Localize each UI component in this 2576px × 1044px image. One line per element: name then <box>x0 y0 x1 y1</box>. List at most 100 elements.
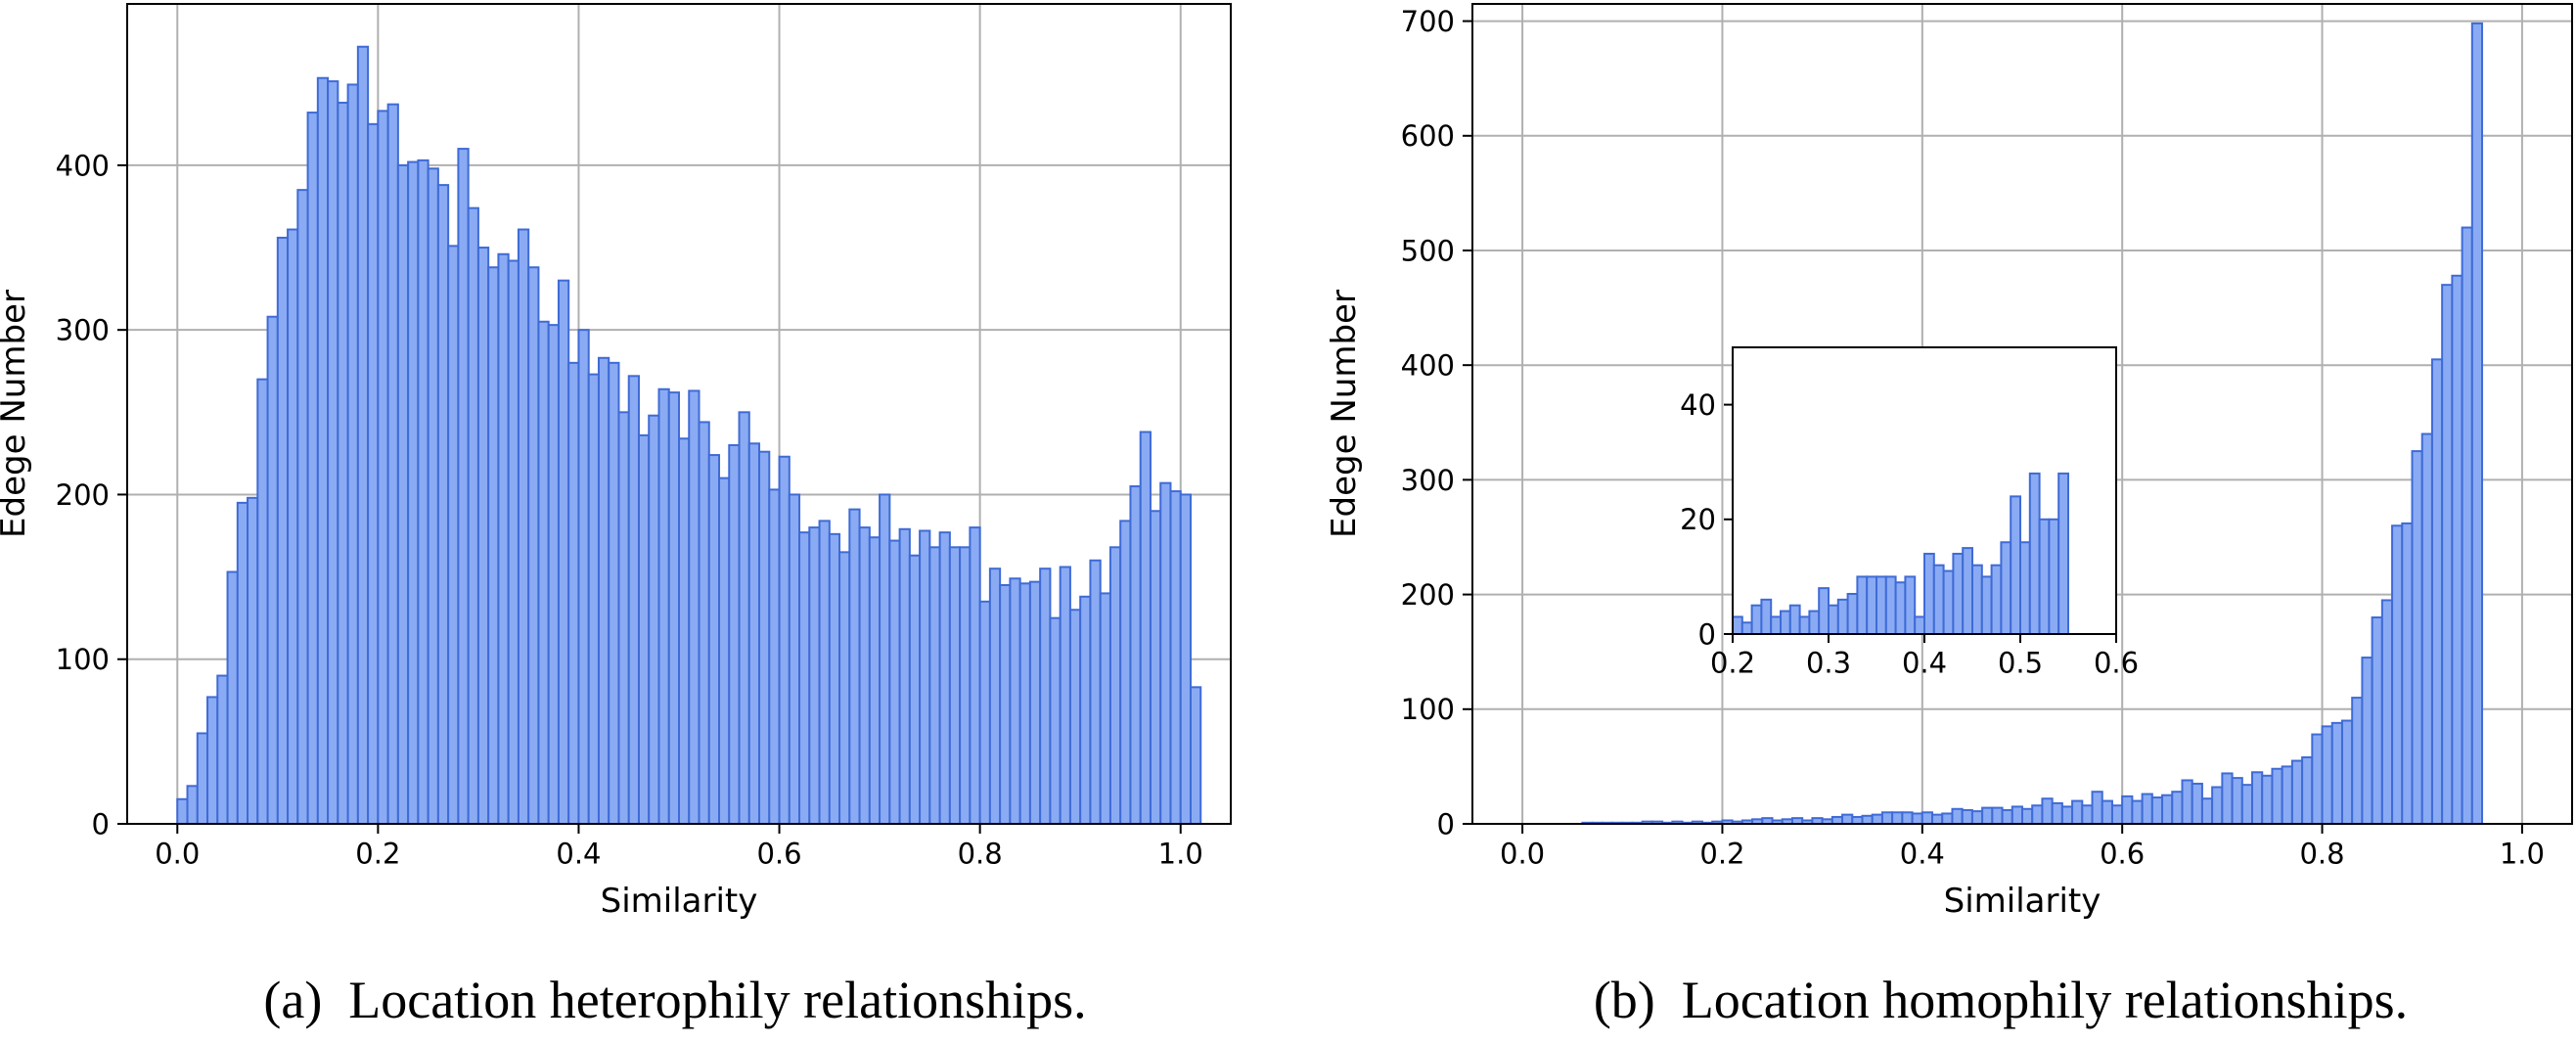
a-bar <box>597 356 610 825</box>
a-bar <box>919 529 931 825</box>
b-bar <box>2321 725 2333 825</box>
a-bar <box>1018 582 1031 825</box>
a-bar <box>356 45 370 826</box>
a-bar <box>377 110 389 826</box>
inset-bar <box>2028 472 2041 636</box>
inset-bar <box>1808 610 1821 635</box>
b-bar <box>2441 284 2454 825</box>
a-bar <box>396 163 410 825</box>
b-bar <box>2451 274 2463 825</box>
inset-bar <box>1770 615 1782 635</box>
b-bar <box>2430 358 2444 825</box>
a-x-tick-label: 0.6 <box>756 837 801 870</box>
b-bar <box>2391 524 2404 825</box>
inset-x-tick-label: 0.5 <box>1998 646 2043 679</box>
b-bar <box>1830 815 1844 826</box>
inset-bar <box>1828 604 1839 636</box>
inset-bar <box>2057 472 2069 636</box>
b-bar <box>1970 810 1984 825</box>
a-bar <box>1049 616 1062 825</box>
a-bar <box>928 546 941 825</box>
a-bar <box>247 496 259 825</box>
a-bar <box>648 414 660 825</box>
a-x-tick-label: 0.0 <box>155 837 200 870</box>
b-bar <box>2181 779 2193 826</box>
a-bar <box>476 247 490 825</box>
a-bar <box>778 455 791 825</box>
b-bar <box>1901 811 1914 826</box>
inset-bar <box>1856 575 1869 636</box>
b-bar <box>2011 805 2023 825</box>
a-bar <box>868 536 881 825</box>
b-bar <box>2051 801 2063 826</box>
b-bar <box>1921 811 1934 826</box>
histogram-a: 0.0 0.2 0.4 0.6 0.8 1.0 0 100 200 300 400 Similarit… <box>0 3 1232 921</box>
a-bar <box>888 539 901 825</box>
b-y-tick-label: 100 <box>1401 693 1455 726</box>
b-bar <box>2031 804 2044 826</box>
a-bar <box>296 189 309 825</box>
b-bar <box>1941 812 1954 825</box>
b-bar <box>1911 812 1923 825</box>
inset-bar <box>2019 541 2031 635</box>
a-y-axis-label: Edege Number <box>0 290 33 538</box>
inset-bar <box>1980 575 1993 636</box>
b-bar <box>2271 767 2283 826</box>
b-bar <box>1851 815 1864 826</box>
inset-bar <box>1971 564 1983 635</box>
a-bar <box>226 570 239 825</box>
a-bar <box>327 80 339 825</box>
b-bar <box>2380 599 2394 825</box>
a-bar <box>1149 510 1162 825</box>
a-bar <box>848 508 861 825</box>
a-bar <box>427 167 439 826</box>
b-bar <box>1891 811 1904 826</box>
a-bar <box>337 101 349 825</box>
b-bar <box>2041 797 2054 826</box>
inset-bar <box>1866 575 1877 636</box>
a-bar <box>567 361 580 825</box>
a-bar <box>216 674 229 825</box>
a-bar <box>176 797 189 825</box>
b-bar <box>2141 793 2153 826</box>
a-bar <box>858 526 871 826</box>
a-bar <box>316 76 330 825</box>
a-bar <box>447 245 460 825</box>
a-bar <box>1159 481 1172 825</box>
a-bar <box>256 378 269 825</box>
a-bar <box>507 259 520 825</box>
a-bar <box>557 279 570 825</box>
a-bar <box>386 103 399 825</box>
a-bar <box>1139 431 1152 825</box>
b-bar <box>2101 799 2113 826</box>
a-bar <box>898 527 911 825</box>
inset-y-tick-label: 20 <box>1680 503 1716 536</box>
histogram-b: 0.0 0.2 0.4 0.6 0.8 1.00100200300400500600700… <box>1325 3 2573 921</box>
a-bar <box>738 411 750 825</box>
b-y-axis-label: Edege Number <box>1325 290 1364 538</box>
a-bar <box>688 389 700 825</box>
inset-bar <box>1942 569 1955 635</box>
b-bar <box>1991 806 2004 826</box>
a-bar <box>436 184 450 825</box>
a-bar <box>627 375 640 825</box>
inset-bar <box>2000 541 2012 635</box>
a-bar <box>457 148 470 825</box>
inset-bar <box>1788 604 1801 636</box>
inset-bar <box>1846 592 1859 635</box>
inset-bar <box>1750 604 1763 636</box>
inset-x-tick-label: 0.4 <box>1902 646 1947 679</box>
a-bar <box>1039 567 1052 825</box>
b-bar <box>2461 226 2473 825</box>
b-x-tick-label: 0.6 <box>2100 837 2145 870</box>
b-bar <box>2231 777 2243 826</box>
b-bar <box>2091 791 2103 826</box>
a-bar <box>537 320 550 825</box>
b-bar <box>2301 756 2314 826</box>
b-bar <box>1871 813 1883 826</box>
inset-bar <box>1760 598 1773 636</box>
a-bar <box>798 531 811 825</box>
b-bar <box>1841 813 1854 826</box>
b-bar <box>2161 794 2174 825</box>
